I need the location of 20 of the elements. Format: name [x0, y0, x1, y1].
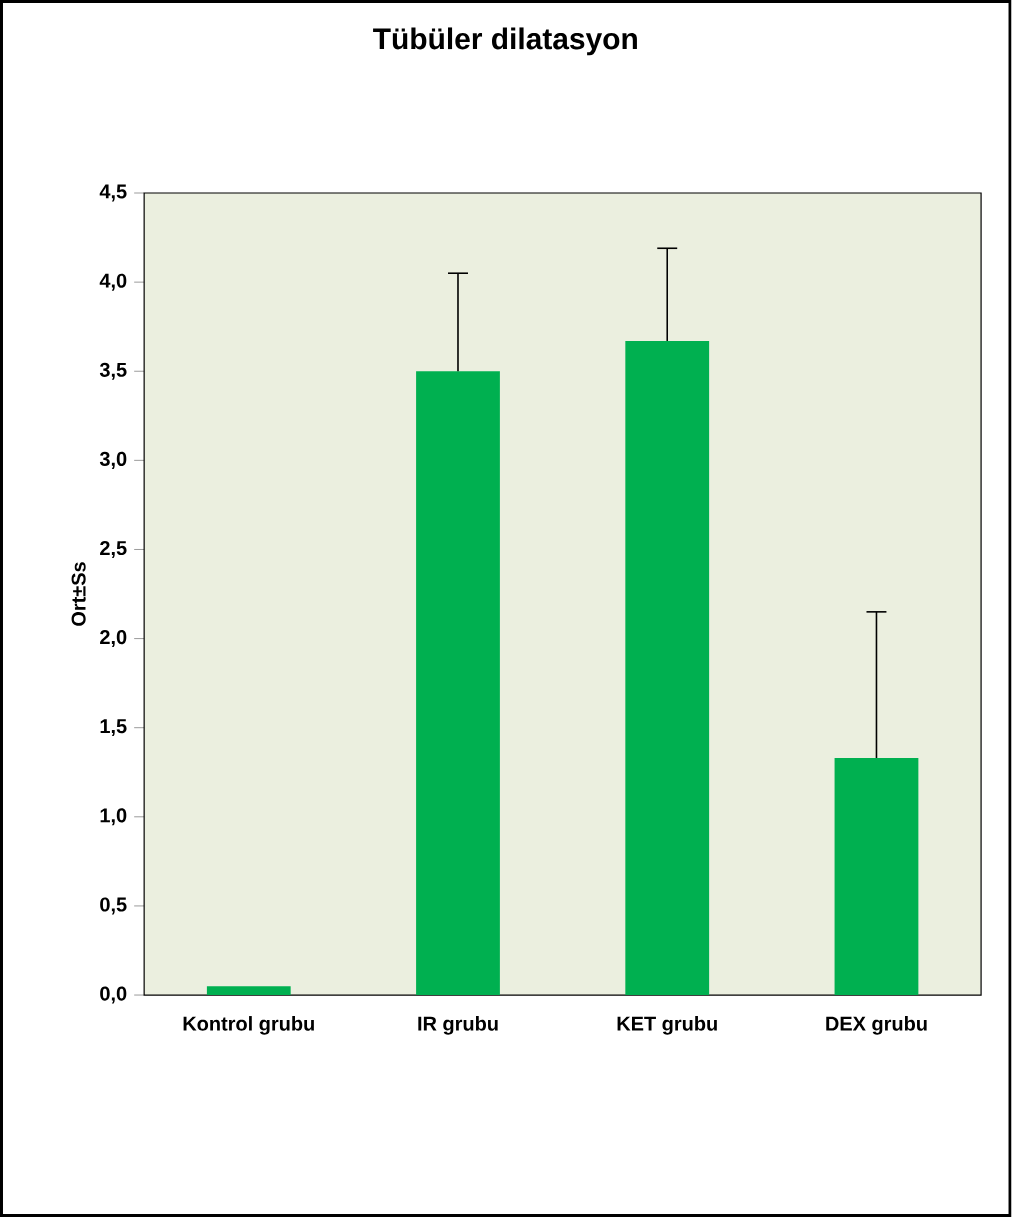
bar: [625, 340, 710, 996]
bar: [207, 986, 291, 996]
bar: [834, 758, 919, 996]
y-tick-label: 2,5: [100, 540, 127, 558]
y-axis-title: Ort±Ss: [71, 562, 86, 626]
y-tick-label: 3,0: [100, 451, 127, 469]
y-tick-label: 1,0: [100, 808, 127, 826]
y-tick-label: 2,0: [100, 630, 127, 648]
x-tick-label: DEX grubu: [826, 1016, 927, 1035]
y-tick-label: 0,0: [100, 986, 127, 1004]
y-tick-label: 0,5: [100, 897, 127, 915]
chart-title: Tübüler dilatasyon: [373, 27, 638, 56]
y-tick-label: 3,5: [100, 362, 127, 380]
x-tick-label: IR grubu: [418, 1016, 498, 1035]
x-tick-label: Kontrol grubu: [183, 1016, 315, 1035]
y-tick-label: 4,0: [99, 273, 127, 291]
bar: [416, 371, 501, 996]
y-tick-label: 4,5: [99, 184, 127, 202]
y-tick-label: 1,5: [100, 719, 127, 737]
x-tick-label: KET grubu: [617, 1016, 718, 1035]
